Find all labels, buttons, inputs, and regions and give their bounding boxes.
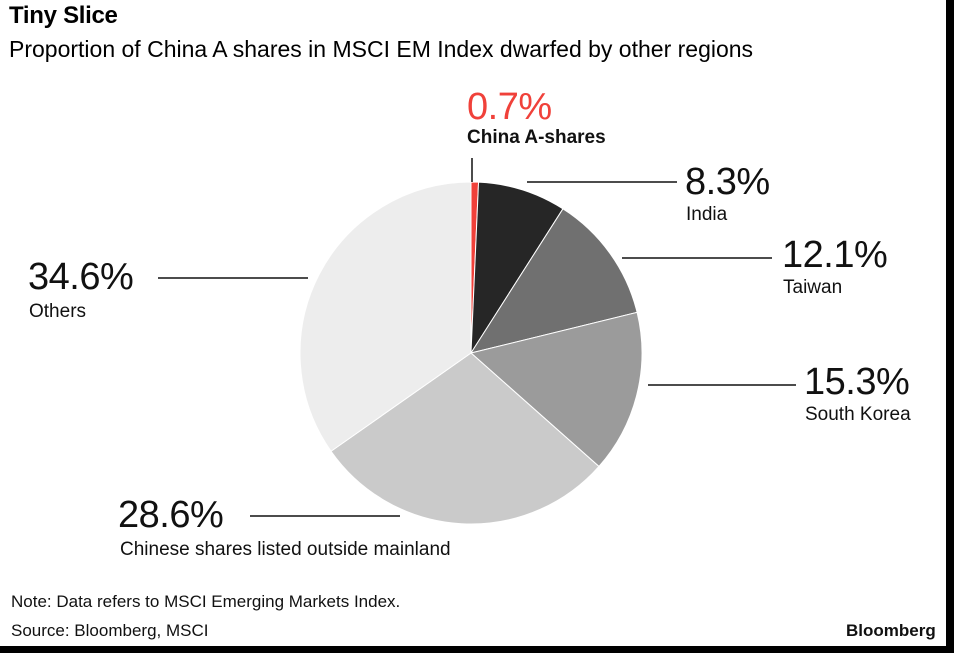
chart-subtitle: Proportion of China A shares in MSCI EM … (9, 36, 754, 62)
pie-slice-others (299, 181, 472, 452)
brand-logo: Bloomberg (846, 621, 936, 640)
slice-label-chinese-outside: Chinese shares listed outside mainland (120, 539, 451, 560)
slice-value-south-korea: 15.3% (804, 361, 910, 403)
source-note: Source: Bloomberg, MSCI (11, 621, 209, 640)
slice-label-china-a: China A-shares (467, 127, 606, 148)
pie-slice-chinese-outside (330, 352, 600, 525)
slice-label-india: India (686, 204, 728, 225)
chart-title: Tiny Slice (9, 2, 118, 29)
pie-slice-india (470, 181, 564, 355)
pie-slice-taiwan (469, 208, 638, 354)
slice-value-chinese-outside: 28.6% (118, 494, 224, 536)
slice-value-others: 34.6% (28, 256, 134, 298)
footnote: Note: Data refers to MSCI Emerging Marke… (11, 592, 401, 611)
slice-label-taiwan: Taiwan (783, 277, 843, 298)
slice-value-india: 8.3% (685, 161, 770, 203)
slice-value-taiwan: 12.1% (782, 234, 888, 276)
slice-label-south-korea: South Korea (805, 404, 911, 425)
pie-slice-south-korea (469, 311, 643, 468)
slice-label-others: Others (29, 301, 87, 322)
slice-value-china-a: 0.7% (467, 86, 552, 128)
